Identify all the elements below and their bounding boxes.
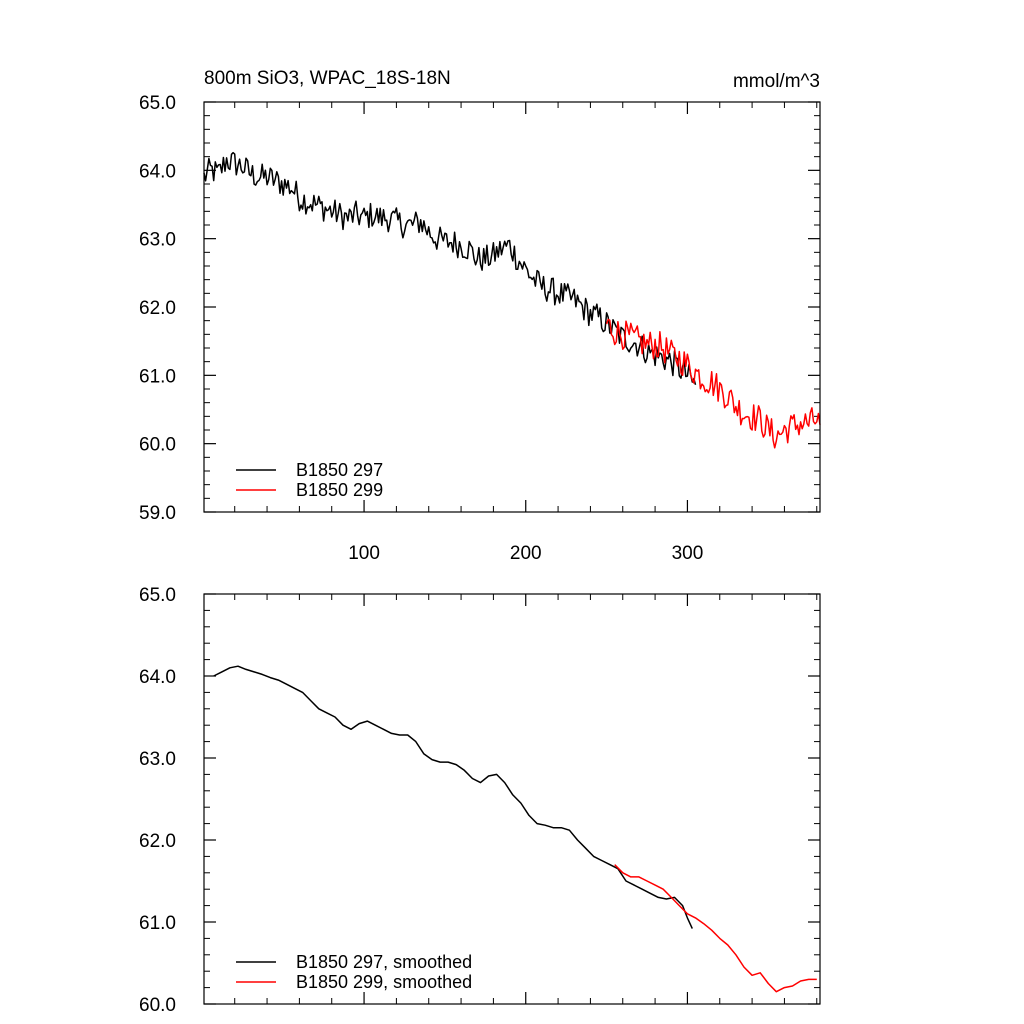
chart-title: 800m SiO3, WPAC_18S-18N: [204, 68, 451, 89]
y-tick-label: 61.0: [139, 366, 176, 387]
series-line-red: [614, 864, 817, 993]
series-line-red: [605, 318, 821, 449]
y-tick-label: 59.0: [139, 503, 176, 524]
y-tick-label: 63.0: [139, 230, 176, 251]
units-label: mmol/m^3: [733, 71, 820, 92]
y-tick-label: 64.0: [139, 667, 176, 688]
series-line-black: [213, 665, 693, 929]
x-tick-label: 100: [348, 543, 380, 564]
bottom-plot-frame: [203, 593, 821, 1005]
bottom-plot-area: 60.0 61.0 62.0 63.0 64.0 65.0 B1850 297, smoot…: [139, 585, 820, 1016]
legend-label: B1850 299: [296, 480, 383, 500]
y-tick-label: 60.0: [139, 995, 176, 1016]
top-plot-area: 59.0 60.0 61.0 62.0 63.0 64.0 65.0 100 200 300 B18…: [139, 93, 821, 564]
bottom-panel: 60.0 61.0 62.0 63.0 64.0 65.0 B1850 297, smoot…: [139, 585, 821, 1016]
y-tick-label: 60.0: [139, 435, 176, 456]
series-line-black: [203, 151, 697, 385]
legend-label: B1850 299, smoothed: [296, 972, 472, 992]
x-tick-label: 300: [672, 543, 704, 564]
y-tick-label: 64.0: [139, 161, 176, 182]
x-tick-label: 200: [510, 543, 542, 564]
y-tick-label: 61.0: [139, 913, 176, 934]
legend-label: B1850 297, smoothed: [296, 952, 472, 972]
y-tick-label: 62.0: [139, 298, 176, 319]
y-tick-label: 63.0: [139, 749, 176, 770]
y-tick-label: 65.0: [139, 585, 176, 606]
top-panel: 800m SiO3, WPAC_18S-18N mmol/m^3 59.0 60.…: [139, 68, 821, 564]
top-plot-frame: [203, 101, 821, 513]
legend-label: B1850 297: [296, 460, 383, 480]
y-tick-label: 65.0: [139, 93, 176, 114]
y-tick-label: 62.0: [139, 831, 176, 852]
